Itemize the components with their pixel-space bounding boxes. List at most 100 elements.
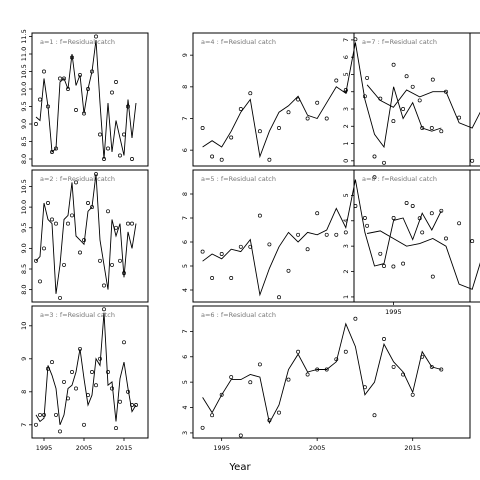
panel-1-ytick-label: 8.5 (20, 136, 28, 146)
panel-3-frame (31, 305, 149, 439)
panel-2-point (114, 225, 118, 230)
panel-1-point (50, 150, 54, 154)
panel-5-point (277, 295, 281, 300)
panel-4-point (401, 107, 406, 111)
panel-5-point (324, 232, 329, 237)
panel-3-line (35, 312, 137, 425)
panel-4-point (286, 110, 291, 115)
panel-1-ytick-label: 8.0 (20, 154, 28, 164)
panel-6-point (410, 392, 415, 397)
panel-6-point (305, 372, 310, 377)
panel-8-point (444, 236, 448, 241)
panel-3-point (114, 426, 118, 431)
panel-5-point (391, 216, 396, 220)
panel-2-point (122, 271, 126, 276)
panel-1-ytick-label: 10.0 (20, 82, 28, 96)
panel-2-ytick-label: 9.0 (20, 243, 28, 253)
panel-2-point (34, 258, 38, 263)
panel-8-line (367, 230, 480, 290)
panel-3-ytick-label: 7 (20, 423, 28, 427)
panel-3-ytick-label: 10 (20, 322, 28, 330)
panel-5-point (219, 252, 224, 256)
panel-4-point (315, 100, 320, 105)
panel-5-ytick-label: 6 (181, 240, 189, 244)
panel-1-point (78, 73, 82, 77)
panel-7-ytick-label: 7 (342, 38, 350, 42)
panel-5-ytick-label: 7 (181, 216, 189, 220)
panel-7-point (404, 74, 409, 79)
panel-4-title: a=4 : f=Residual catch (201, 38, 276, 46)
panel-4-point (429, 126, 434, 130)
panel-8-point (391, 264, 396, 269)
panel-5-point (200, 249, 205, 254)
panel-2: a=2 : f=Residual catch 8.0 8.5 9.0 9.5 10.0 10… (20, 169, 149, 303)
panel-6-ytick-label: 4 (181, 405, 189, 409)
panel-2-point (70, 213, 74, 218)
panel-3-point (86, 393, 90, 398)
panel-8-point (430, 274, 435, 279)
panel-3-point (130, 403, 134, 407)
panel-6-point (343, 349, 348, 354)
panel-4-point (439, 129, 444, 134)
panel-8-frame (353, 169, 480, 303)
panel-3-point (74, 386, 78, 391)
panel-6-point (219, 392, 224, 397)
panel-3-point (58, 429, 62, 434)
panel-3-point (66, 396, 70, 401)
panel-2-point (110, 262, 114, 267)
panel-6-point (267, 418, 272, 423)
panel-2-point (42, 246, 46, 251)
panel-3-point (134, 403, 138, 407)
panel-3-point (70, 370, 74, 374)
panel-7-line (366, 84, 480, 129)
panel-1-point (106, 146, 110, 151)
panel-1-point (82, 111, 86, 116)
panel-6-point (372, 413, 377, 418)
panel-2-point (74, 180, 78, 185)
panel-3-point (106, 370, 110, 374)
panel-5-ytick-label: 4 (181, 288, 189, 292)
panel-5-frame (192, 169, 471, 303)
panel-7-ytick-label: 0 (342, 159, 350, 163)
panel-2-ytick-label: 9.5 (20, 223, 28, 233)
panel-8-title: a=8 : f=Residual catch (362, 175, 437, 183)
panel-2-ytick-label: 10.5 (20, 179, 28, 193)
panel-3-point (118, 399, 122, 404)
panel-3-ytick-label: 9 (20, 357, 28, 361)
panel-1-point (118, 153, 122, 158)
panel-6-point (315, 367, 320, 372)
panel-6-point (286, 377, 291, 382)
panel-8-point (417, 216, 422, 221)
panel-7-ytick-label: 1 (342, 141, 350, 145)
panel-5-point (429, 211, 434, 216)
panel-5-point (362, 216, 367, 220)
panel-1-point (70, 55, 74, 60)
panel-5-point (229, 276, 234, 280)
panel-5-point (238, 244, 243, 249)
panel-6-point (391, 364, 396, 369)
panel-6: a=6 : f=Residual catch 3 4 5 6 7 1995 2005 2015 (181, 305, 471, 452)
panel-4-ytick-label: 8 (181, 85, 189, 89)
panel-5-point (315, 211, 320, 216)
panel-4-point (277, 126, 281, 130)
panel-6-point (238, 433, 243, 438)
panel-3-point (102, 307, 106, 312)
panel-3-xtick-label: 2015 (116, 444, 133, 452)
panel-1-point (94, 34, 98, 39)
panel-3-point (94, 383, 98, 388)
panel-8-point (404, 201, 409, 205)
panel-2-title: a=2 : f=Residual catch (40, 175, 115, 183)
panel-4-point (248, 91, 253, 96)
panel-2-ytick-label: 8.5 (20, 264, 28, 274)
panel-6-point (362, 385, 367, 390)
panel-2-point (50, 217, 54, 222)
panel-6-xtick-label: 1995 (213, 444, 230, 452)
panel-4-point (372, 154, 377, 159)
panels-layer: a=1 : f=Residual catch8.08.59.09.510.010… (20, 29, 480, 452)
panel-1-line (35, 39, 137, 160)
panel-2-point (58, 295, 62, 300)
panel-4-point (410, 84, 415, 89)
panel-5-point (267, 242, 272, 247)
panel-3-point (122, 340, 126, 345)
panel-1-title: a=1 : f=Residual catch (40, 38, 115, 46)
